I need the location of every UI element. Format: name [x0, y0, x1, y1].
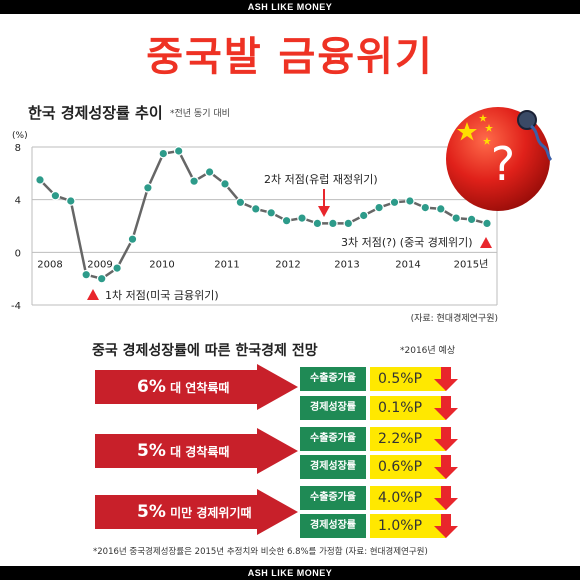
y-tick-label: 8 — [15, 143, 21, 154]
scenario-rate: 6% — [137, 377, 166, 397]
top-brand-bar: ASH LIKE MONEY — [0, 0, 580, 14]
x-tick-label: 2014 — [395, 259, 420, 270]
data-point — [389, 197, 400, 208]
x-tick-label: 2013 — [334, 259, 359, 270]
x-tick-label: 2008 — [37, 259, 62, 270]
metric-row: 경제성장률 0.1%P — [300, 396, 464, 420]
metric-row: 수출증가율 2.2%P — [300, 427, 464, 451]
metric-value: 0.5%P — [370, 367, 446, 391]
y-axis-label: (%) — [12, 131, 28, 141]
down-arrow-icon — [434, 396, 458, 420]
low-point-2-arrowhead — [318, 206, 330, 217]
data-point — [189, 176, 199, 186]
metric-value: 4.0%P — [370, 486, 446, 510]
data-point — [204, 167, 215, 177]
page-title: 중국발 금융위기 — [146, 34, 434, 80]
data-point — [35, 175, 45, 185]
bottom-brand-bar: ASH LIKE MONEY — [0, 566, 580, 580]
scenario-label-1: 6% 대 연착륙때 — [137, 377, 229, 397]
data-point — [251, 204, 261, 214]
y-tick-label: -4 — [11, 301, 21, 312]
data-point — [435, 204, 446, 214]
x-tick-label: 2011 — [214, 259, 239, 270]
data-point — [420, 202, 431, 213]
x-tick-label: 2009 — [87, 259, 112, 270]
metric-name: 경제성장률 — [300, 455, 366, 479]
data-point — [343, 218, 354, 229]
annotation-label: 3차 저점(?) (중국 경제위기) — [341, 236, 473, 249]
scenario-rate: 5% — [137, 441, 166, 461]
y-tick-label: 0 — [15, 248, 21, 259]
data-point — [297, 213, 307, 223]
data-point — [328, 218, 338, 229]
x-tick-label: 2012 — [275, 259, 300, 270]
data-point — [281, 215, 292, 226]
y-tick-label: 4 — [15, 196, 21, 207]
data-point — [482, 218, 492, 229]
metric-name: 수출증가율 — [300, 427, 366, 451]
down-arrow-icon — [434, 514, 458, 538]
outlook-note: *2016년 예상 — [400, 346, 456, 356]
metric-name: 수출증가율 — [300, 486, 366, 510]
chart-subtitle: *전년 동기 대비 — [170, 109, 230, 119]
data-point — [466, 214, 477, 225]
ball-symbol: ? — [491, 137, 515, 191]
annotation-label: 1차 저점(미국 금융위기) — [105, 289, 219, 302]
data-point — [158, 148, 169, 159]
data-point — [66, 196, 76, 206]
chart-source: (자료: 현대경제연구원) — [410, 314, 498, 324]
down-arrow-icon — [434, 455, 458, 479]
chart-title: 한국 경제성장률 추이 — [28, 104, 163, 122]
scenario-desc: 대 경착륙때 — [170, 445, 230, 459]
metric-row: 수출증가율 4.0%P — [300, 486, 464, 510]
footnote: *2016년 중국경제성장률은 2015년 추정치와 비슷한 6.8%를 가정함… — [93, 547, 428, 557]
scenario-arrow-3: 5% 미만 경제위기때 — [95, 489, 298, 535]
metric-row: 경제성장률 0.6%P — [300, 455, 464, 479]
data-point — [235, 197, 246, 208]
data-point — [358, 210, 369, 221]
data-point — [50, 190, 61, 201]
scenario-label-3: 5% 미만 경제위기때 — [137, 502, 252, 522]
data-point — [112, 263, 122, 273]
annotation-label: 2차 저점(유럽 재정위기) — [264, 172, 378, 186]
data-point — [81, 269, 91, 280]
data-point — [405, 196, 415, 206]
x-tick-label: 2015년 — [454, 258, 489, 270]
metric-name: 수출증가율 — [300, 367, 366, 391]
scenario-arrow-1: 6% 대 연착륙때 — [95, 364, 298, 410]
metric-value: 0.6%P — [370, 455, 446, 479]
data-point — [143, 183, 153, 193]
scenario-desc: 대 연착륙때 — [170, 381, 230, 395]
metric-row: 경제성장률 1.0%P — [300, 514, 464, 538]
metric-name: 경제성장률 — [300, 396, 366, 420]
data-point — [266, 208, 276, 218]
low-point-1-triangle — [87, 289, 99, 300]
metric-name: 경제성장률 — [300, 514, 366, 538]
metric-value: 2.2%P — [370, 427, 446, 451]
scenario-rate: 5% — [137, 502, 166, 522]
low-point-3-triangle — [480, 237, 492, 248]
outlook-title: 중국 경제성장률에 따른 한국경제 전망 — [92, 343, 318, 359]
data-point — [374, 202, 384, 213]
scenario-desc: 미만 경제위기때 — [170, 506, 252, 520]
scenario-arrow-2: 5% 대 경착륙때 — [95, 428, 298, 474]
data-point — [451, 213, 461, 223]
data-point — [173, 146, 184, 156]
down-arrow-icon — [434, 427, 458, 451]
data-point — [127, 234, 138, 244]
growth-line-chart: 8 4 0 -4 (%) 2008 2009 2010 2011 2012 2013 2014 2015… — [11, 131, 498, 312]
metric-value: 1.0%P — [370, 514, 446, 538]
data-point — [96, 273, 107, 284]
data-point — [312, 218, 323, 229]
china-flag-ball-icon: ? — [446, 107, 553, 211]
metric-value: 0.1%P — [370, 396, 446, 420]
x-tick-label: 2010 — [149, 259, 174, 270]
down-arrow-icon — [434, 486, 458, 510]
scenario-label-2: 5% 대 경착륙때 — [137, 441, 229, 461]
down-arrow-icon — [434, 367, 458, 391]
metric-row: 수출증가율 0.5%P — [300, 367, 464, 391]
data-point — [220, 179, 230, 189]
